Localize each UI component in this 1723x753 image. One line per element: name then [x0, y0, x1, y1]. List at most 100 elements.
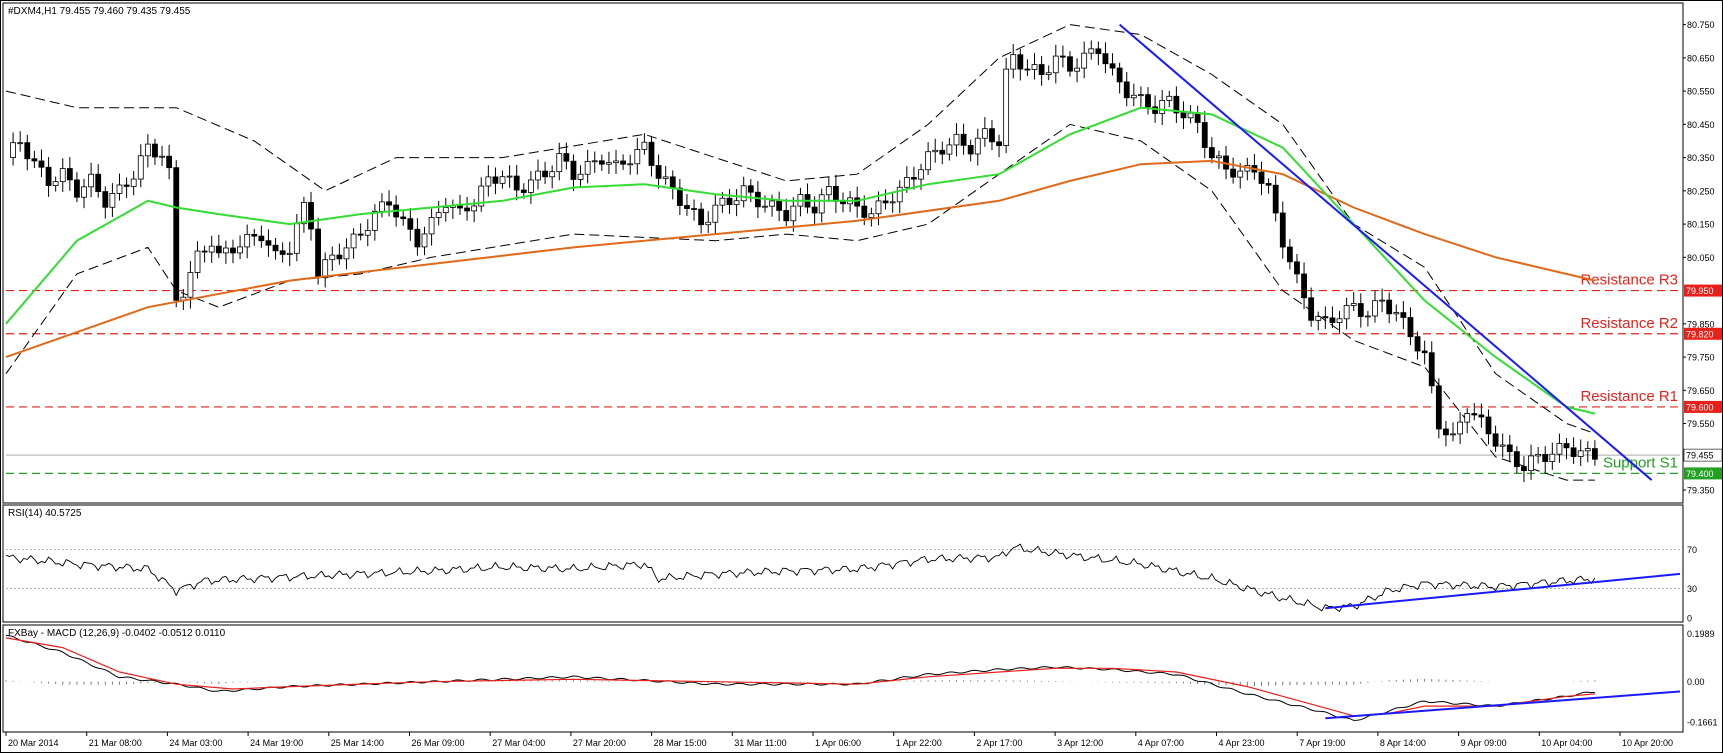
- candle-body: [109, 193, 116, 208]
- macd-panel[interactable]: FXBay - MACD (12,26,9) -0.0402 -0.0512 0…: [2, 624, 1718, 733]
- candle-body: [237, 246, 243, 254]
- candle-body: [1570, 447, 1577, 457]
- candle-body: [1499, 444, 1506, 447]
- candle-body: [364, 230, 371, 236]
- candle-body: [66, 168, 73, 181]
- candle-body: [903, 177, 910, 188]
- candle-body: [818, 194, 825, 214]
- candle-body: [315, 228, 322, 279]
- candle-body: [1201, 122, 1208, 148]
- candle-body: [790, 205, 797, 222]
- time-tick-label: 10 Apr 04:00: [1541, 738, 1592, 748]
- candle-body: [74, 179, 80, 198]
- time-tick-label: 9 Apr 09:00: [1461, 738, 1507, 748]
- candle-body: [31, 158, 38, 162]
- candle-body: [1145, 94, 1151, 108]
- candle-body: [620, 160, 627, 165]
- macd-tick-label: 0.00: [1687, 677, 1705, 687]
- candle-body: [527, 179, 534, 193]
- time-tick-label: 25 Mar 14:00: [331, 738, 384, 748]
- rsi-divergence-line: [1325, 572, 1681, 610]
- candle-body: [230, 247, 236, 254]
- candle-body: [215, 245, 222, 254]
- candle-body: [1272, 184, 1279, 214]
- candle-body: [754, 191, 761, 208]
- candle-body: [308, 202, 314, 230]
- candle-body: [1315, 316, 1322, 321]
- price-tick-label: 80.350: [1687, 153, 1715, 163]
- candle-body: [662, 176, 669, 179]
- downtrend-line: [1118, 23, 1653, 481]
- price-tick-label: 80.050: [1687, 253, 1715, 263]
- macd-tick-label: 0.1989: [1687, 629, 1715, 639]
- candle-body: [1180, 112, 1187, 119]
- candle-body: [1230, 168, 1237, 178]
- candle-body: [698, 208, 705, 226]
- candle-body: [1528, 455, 1534, 472]
- sma-slow-line: [5, 159, 1596, 359]
- candle-body: [187, 272, 194, 298]
- candle-body: [911, 177, 917, 180]
- candle-body: [733, 200, 740, 206]
- candle-body: [1308, 297, 1315, 321]
- candle-body: [641, 141, 648, 150]
- candle-body: [946, 144, 953, 155]
- candle-body: [81, 186, 87, 198]
- time-tick-label: 10 Apr 20:00: [1622, 738, 1673, 748]
- candle-body: [776, 200, 783, 211]
- candle-body: [258, 235, 265, 242]
- time-tick-label: 1 Apr 22:00: [896, 738, 942, 748]
- candle-body: [861, 205, 868, 218]
- price-tick-label: 79.350: [1687, 486, 1715, 496]
- candle-body: [563, 153, 570, 162]
- candle-body: [407, 218, 414, 230]
- candle-body: [17, 142, 24, 145]
- candle-body: [535, 170, 541, 181]
- candle-body: [981, 128, 988, 139]
- time-tick-label: 31 Mar 11:00: [734, 738, 786, 748]
- candle-body: [371, 210, 378, 231]
- candle-body: [1379, 299, 1385, 302]
- current-price-tag: [1683, 448, 1723, 462]
- candle-body: [1386, 299, 1393, 315]
- candle-body: [1038, 64, 1045, 75]
- candle-body: [1584, 448, 1591, 452]
- candle-body: [591, 160, 598, 163]
- candle-body: [1194, 112, 1201, 123]
- candle-body: [684, 205, 690, 209]
- candle-body: [293, 223, 300, 254]
- macd-panel-frame: [2, 624, 1684, 733]
- candle-body: [889, 201, 896, 204]
- rsi-panel[interactable]: RSI(14) 40.5725 70 30 0: [2, 504, 1697, 624]
- candle-body: [123, 184, 130, 187]
- candle-body: [584, 161, 591, 175]
- candle-body: [769, 200, 775, 207]
- candle-body: [1393, 312, 1400, 315]
- level-label: Resistance R2: [1580, 315, 1678, 332]
- price-panel[interactable]: #DXM4,H1 79.455 79.460 79.435 79.455 80.…: [2, 2, 1723, 504]
- symbol-line: #DXM4,H1 79.455 79.460 79.435 79.455: [8, 6, 191, 17]
- candle-body: [967, 144, 974, 155]
- level-label: Resistance R1: [1580, 388, 1678, 405]
- candle-body: [1350, 303, 1357, 306]
- time-tick-label: 7 Apr 19:00: [1299, 738, 1345, 748]
- candle-body: [868, 213, 875, 218]
- time-axis: 20 Mar 2014 21 Mar 08:00 24 Mar 03:00 24 Ma…: [5, 732, 1673, 748]
- candle-body: [244, 233, 251, 248]
- price-panel-frame: [2, 2, 1684, 504]
- bollinger-upper-band: [5, 24, 1596, 434]
- candle-body: [1577, 450, 1584, 457]
- candle-body: [1364, 315, 1371, 318]
- candle-body: [570, 160, 577, 180]
- level-price-tag-label: 79.820: [1686, 329, 1714, 339]
- candle-body: [669, 176, 676, 189]
- candle-body: [492, 176, 499, 184]
- candle-body: [854, 197, 861, 207]
- rsi-tick-label: 0: [1687, 614, 1692, 624]
- candle-body: [222, 247, 229, 254]
- candle-body: [1464, 413, 1471, 423]
- candle-body: [932, 149, 939, 153]
- candle-body: [1017, 54, 1024, 70]
- candle-body: [1485, 416, 1492, 435]
